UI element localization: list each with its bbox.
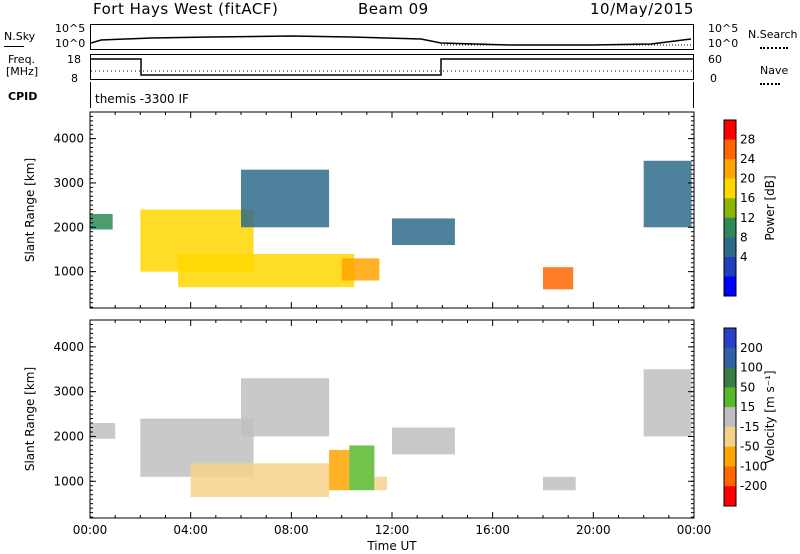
- colorbar-swatch: [724, 120, 736, 141]
- nave-tick-high: 60: [708, 53, 722, 66]
- x-tick-label: 00:00: [73, 523, 108, 537]
- colorbar-tick-label: 100: [740, 361, 763, 375]
- colorbar-swatch: [724, 347, 736, 369]
- freq-panel: [90, 54, 694, 80]
- colorbar-swatch: [724, 159, 736, 180]
- echo-region: [241, 169, 330, 228]
- echo-region: [90, 423, 116, 439]
- echo-region: [178, 253, 355, 288]
- nsky-panel: [90, 24, 694, 50]
- date-label: 10/May/2015: [590, 0, 694, 18]
- colorbar-tick-label: 200: [740, 341, 763, 355]
- cpid-label: CPID: [8, 90, 38, 103]
- colorbar-tick-label: 28: [740, 133, 755, 147]
- beam-label: Beam 09: [358, 0, 429, 18]
- nave-tick-low: 0: [710, 72, 717, 85]
- colorbar-tick-label: -100: [740, 459, 767, 473]
- colorbar-tick-label: 12: [740, 211, 755, 225]
- echo-region: [543, 476, 576, 491]
- freq-tick-high: 18: [67, 53, 81, 66]
- y-axis-label: Slant Range [km]: [23, 158, 37, 262]
- colorbar-label: Power [dB]: [763, 175, 777, 240]
- x-tick-label: 08:00: [274, 523, 309, 537]
- echo-region: [392, 427, 455, 455]
- y-tick-label: 1000: [53, 265, 84, 279]
- freq-unit: [MHz]: [6, 65, 39, 78]
- colorbar-swatch: [724, 198, 736, 219]
- nsearch-tick-low: 10^0: [708, 37, 739, 50]
- colorbar-tick-label: 20: [740, 172, 755, 186]
- nsky-underline: [4, 46, 24, 47]
- colorbar-swatch: [724, 407, 736, 428]
- nsearch-tick-high: 10^5: [708, 22, 739, 35]
- x-tick-label: 20:00: [576, 523, 611, 537]
- colorbar-swatch: [724, 486, 736, 507]
- x-tick-label: 00:00: [677, 523, 712, 537]
- echo-region: [190, 463, 330, 497]
- colorbar-label: Velocity [m s⁻¹]: [763, 370, 777, 463]
- colorbar-swatch: [724, 387, 736, 408]
- nsky-tick-low: 10^0: [55, 37, 86, 50]
- colorbar-tick-label: 24: [740, 152, 755, 166]
- colorbar-swatch: [724, 217, 736, 238]
- colorbar-tick-label: 50: [740, 380, 755, 394]
- nave-label: Nave: [760, 64, 789, 77]
- y-axis-label: Slant Range [km]: [23, 367, 37, 471]
- colorbar-tick-label: -50: [740, 440, 760, 454]
- x-tick-label: 16:00: [475, 523, 510, 537]
- echo-region: [341, 258, 380, 281]
- echo-region: [241, 378, 330, 437]
- colorbar-swatch: [724, 237, 736, 258]
- nsearch-dotted-key: [760, 47, 788, 49]
- echo-region: [374, 476, 387, 491]
- colorbar-swatch: [724, 139, 736, 160]
- echo-region: [543, 267, 574, 290]
- colorbar-swatch: [724, 178, 736, 199]
- chart-title: Fort Hays West (fitACF): [93, 0, 279, 18]
- y-tick-label: 3000: [53, 176, 84, 190]
- colorbar-swatch: [724, 367, 736, 388]
- colorbar-swatch: [724, 466, 736, 487]
- nsky-tick-high: 10^5: [55, 22, 86, 35]
- x-axis-label: Time UT: [366, 539, 417, 553]
- cpid-text: themis -3300 IF: [95, 92, 189, 106]
- x-tick-label: 12:00: [375, 523, 410, 537]
- echo-region: [643, 369, 692, 437]
- colorbar-frame: [723, 119, 737, 297]
- y-tick-label: 3000: [53, 385, 84, 399]
- y-tick-label: 2000: [53, 429, 84, 443]
- nsky-label: N.Sky: [4, 30, 36, 43]
- y-tick-label: 1000: [53, 474, 84, 488]
- colorbar-swatch: [724, 256, 736, 277]
- y-tick-label: 4000: [53, 132, 84, 146]
- nsearch-label: N.Search: [748, 28, 798, 41]
- colorbar-tick-label: -15: [740, 420, 760, 434]
- echo-region: [392, 218, 455, 246]
- colorbar-swatch: [724, 446, 736, 467]
- echo-region: [643, 160, 692, 228]
- freq-tick-low: 8: [71, 72, 78, 85]
- colorbar-frame: [723, 327, 737, 507]
- y-tick-label: 2000: [53, 220, 84, 234]
- x-tick-label: 04:00: [173, 523, 208, 537]
- freq-trace: [91, 58, 693, 76]
- colorbar-tick-label: 4: [740, 250, 748, 264]
- colorbar-swatch: [724, 426, 736, 448]
- freq-label: Freq.: [8, 53, 36, 66]
- colorbar-tick-label: 15: [740, 400, 755, 414]
- nsky-trace: [90, 35, 692, 46]
- colorbar-tick-label: 8: [740, 230, 748, 244]
- echo-region: [349, 445, 375, 491]
- echo-region: [329, 449, 350, 491]
- colorbar-swatch: [724, 328, 736, 349]
- y-tick-label: 4000: [53, 340, 84, 354]
- colorbar-swatch: [724, 276, 736, 297]
- echo-region: [90, 213, 113, 230]
- colorbar-tick-label: -200: [740, 479, 767, 493]
- cpid-panel: themis -3300 IF: [90, 82, 694, 108]
- nave-dotted-key: [760, 83, 780, 85]
- colorbar-tick-label: 16: [740, 191, 755, 205]
